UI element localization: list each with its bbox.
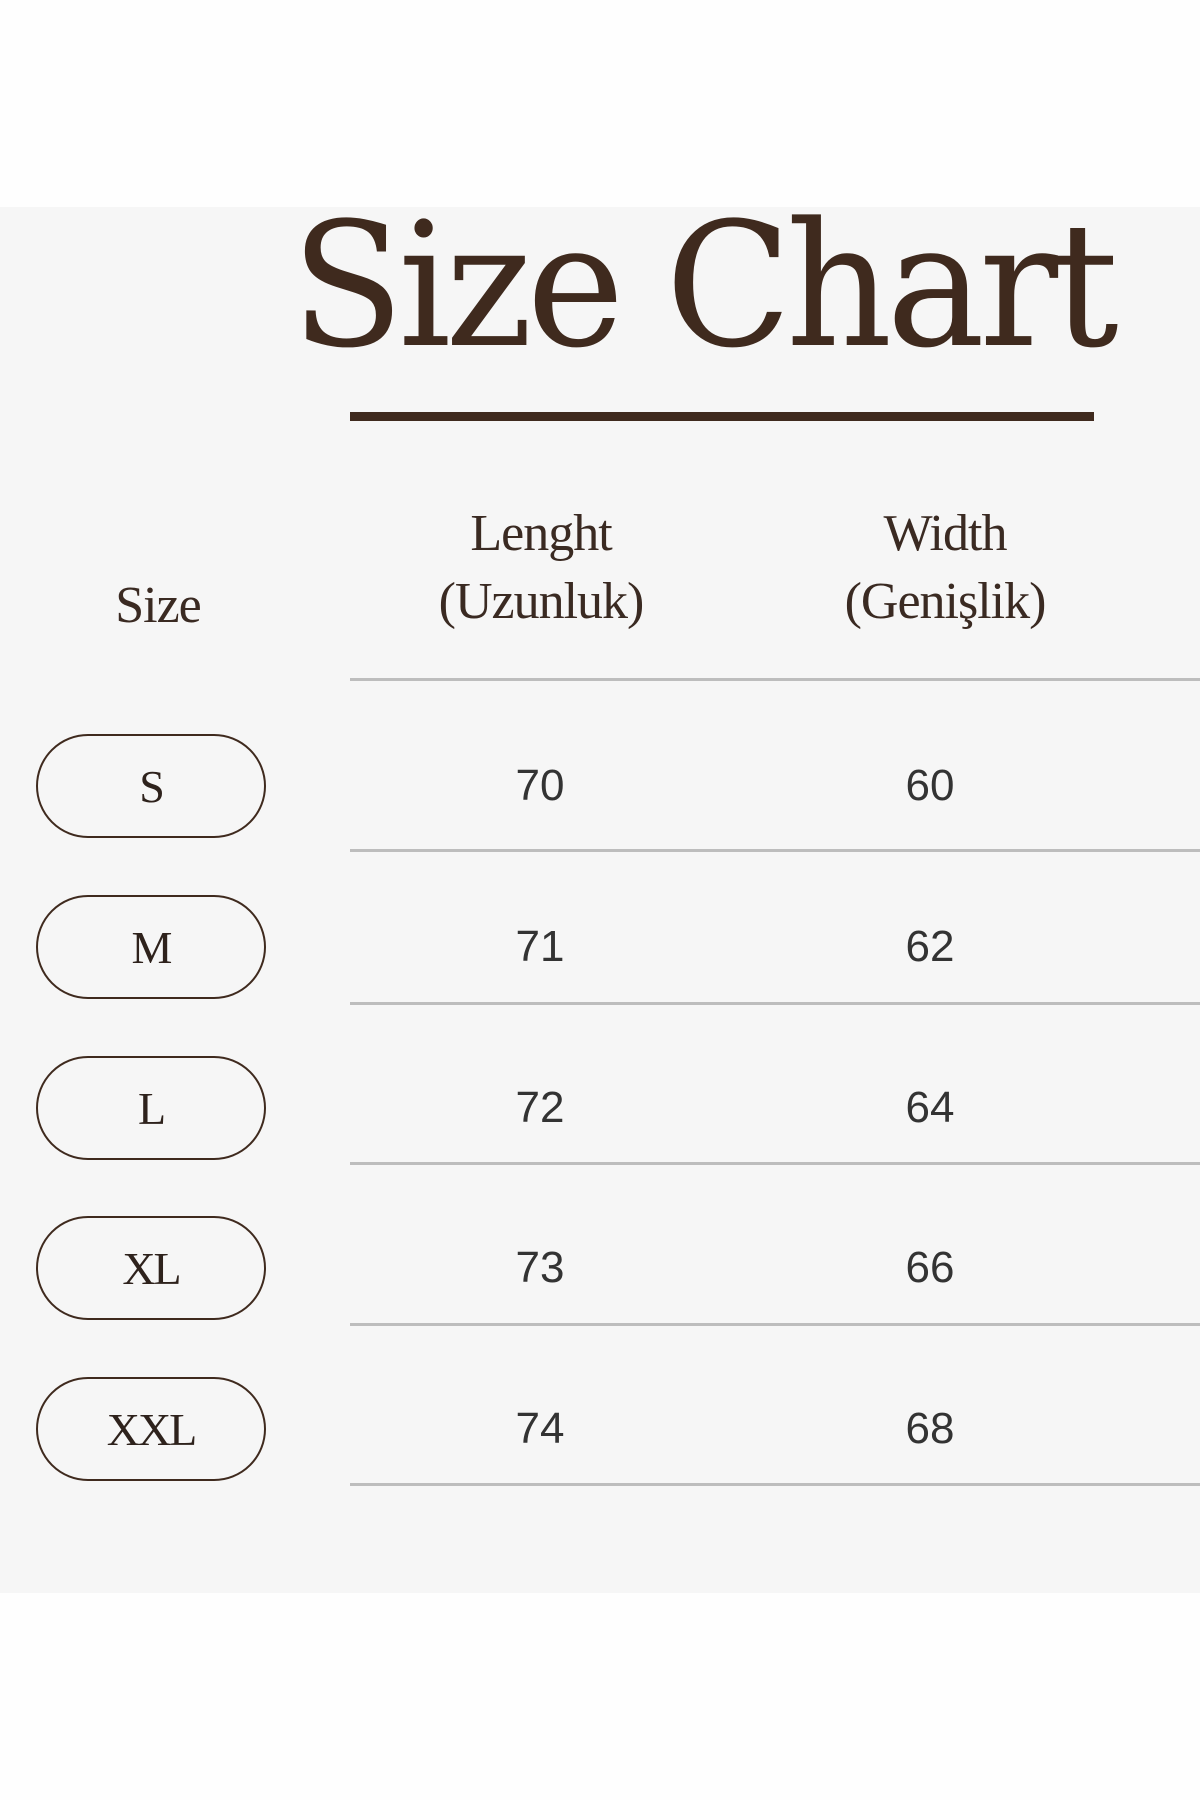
width-value: 66 (905, 1243, 955, 1292)
size-pill-m: M (36, 895, 266, 999)
length-value: 72 (515, 1083, 565, 1132)
header-length: Lenght (Uzunluk) (391, 500, 691, 636)
row-divider (350, 1002, 1200, 1005)
row-divider (350, 1483, 1200, 1486)
width-value: 60 (905, 761, 955, 810)
width-value: 62 (905, 922, 955, 971)
size-pill-s: S (36, 734, 266, 838)
length-value: 70 (515, 761, 565, 810)
header-width-sub: (Genişlik) (844, 573, 1047, 630)
size-pill-xl: XL (36, 1216, 266, 1320)
page-title: Size Chart (291, 185, 1119, 386)
width-value: 64 (905, 1083, 955, 1132)
length-value: 73 (515, 1243, 565, 1292)
header-length-sub: (Uzunluk) (438, 573, 645, 630)
header-width: Width (Genişlik) (795, 500, 1095, 636)
row-divider (350, 1323, 1200, 1326)
size-pill-xxl: XXL (36, 1377, 266, 1481)
header-width-label: Width (883, 505, 1008, 562)
length-value: 71 (515, 922, 565, 971)
title-underline (350, 412, 1094, 421)
header-length-label: Lenght (470, 505, 612, 562)
header-size: Size (115, 577, 202, 634)
size-pill-l: L (36, 1056, 266, 1160)
row-divider (350, 1162, 1200, 1165)
row-divider (350, 849, 1200, 852)
width-value: 68 (905, 1404, 955, 1453)
header-divider (350, 678, 1200, 681)
length-value: 74 (515, 1404, 565, 1453)
